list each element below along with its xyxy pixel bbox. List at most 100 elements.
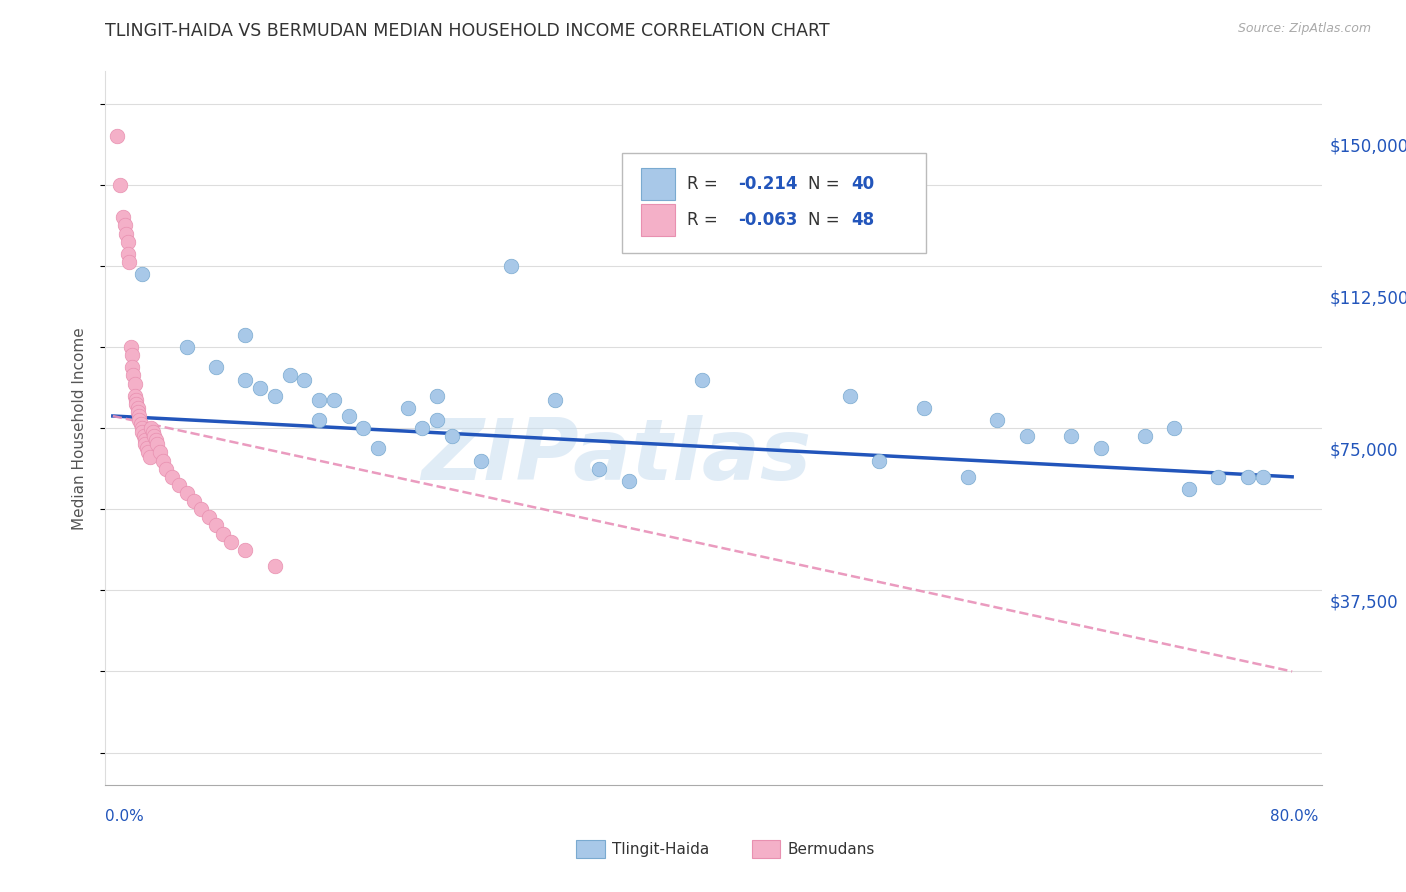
Text: -0.063: -0.063 <box>738 211 797 228</box>
Point <box>128 413 150 427</box>
Point <box>1208 470 1230 484</box>
Point <box>1163 421 1185 435</box>
Point <box>838 389 860 403</box>
Point <box>135 442 157 456</box>
Point <box>138 450 160 464</box>
Point <box>235 327 257 342</box>
Point <box>117 235 139 249</box>
Point <box>205 360 228 375</box>
Point <box>176 340 198 354</box>
Point <box>308 413 330 427</box>
Text: R =: R = <box>686 211 723 228</box>
FancyBboxPatch shape <box>623 153 927 253</box>
Point <box>235 542 257 557</box>
Text: -0.214: -0.214 <box>738 175 797 193</box>
Point <box>121 348 143 362</box>
Point <box>136 445 159 459</box>
Text: 48: 48 <box>851 211 875 228</box>
Point <box>134 434 156 448</box>
Point <box>1178 482 1201 496</box>
Text: Bermudans: Bermudans <box>787 842 875 856</box>
Point <box>134 437 156 451</box>
Point <box>120 340 142 354</box>
Point <box>692 372 714 386</box>
Point <box>115 227 138 241</box>
Point <box>323 392 346 407</box>
Point <box>1251 470 1274 484</box>
Point <box>118 255 141 269</box>
Point <box>367 442 389 456</box>
Point <box>129 417 152 431</box>
Text: 0.0%: 0.0% <box>105 809 145 823</box>
Point <box>142 425 165 440</box>
Text: TLINGIT-HAIDA VS BERMUDAN MEDIAN HOUSEHOLD INCOME CORRELATION CHART: TLINGIT-HAIDA VS BERMUDAN MEDIAN HOUSEHO… <box>105 22 830 40</box>
Point <box>278 368 301 383</box>
Point <box>143 429 166 443</box>
Point <box>114 219 136 233</box>
Point <box>183 494 205 508</box>
Text: Tlingit-Haida: Tlingit-Haida <box>612 842 709 856</box>
Point <box>160 470 183 484</box>
Point <box>249 381 271 395</box>
Text: 40: 40 <box>851 175 875 193</box>
Point <box>176 486 198 500</box>
Point <box>155 461 177 475</box>
Point <box>112 211 135 225</box>
Point <box>117 247 139 261</box>
Point <box>1237 470 1260 484</box>
Point <box>868 453 890 467</box>
Bar <box>641 203 675 235</box>
Point <box>212 526 235 541</box>
Point <box>411 421 433 435</box>
Bar <box>641 168 675 200</box>
Point <box>986 413 1008 427</box>
Point <box>264 559 287 574</box>
Point <box>1133 429 1156 443</box>
Point <box>105 129 128 144</box>
Point <box>294 372 316 386</box>
Point <box>426 413 449 427</box>
Point <box>1090 442 1112 456</box>
Point <box>352 421 374 435</box>
Point <box>308 392 330 407</box>
Point <box>131 421 153 435</box>
Point <box>956 470 979 484</box>
Point <box>128 409 150 423</box>
Point <box>125 392 148 407</box>
Point <box>108 178 131 192</box>
Text: N =: N = <box>808 175 845 193</box>
Point <box>470 453 492 467</box>
Point <box>1015 429 1038 443</box>
Point <box>121 360 143 375</box>
Point <box>426 389 449 403</box>
Point <box>197 510 219 524</box>
Text: N =: N = <box>808 211 845 228</box>
Point <box>264 389 287 403</box>
Point <box>131 425 153 440</box>
Point <box>440 429 463 443</box>
Point <box>149 445 172 459</box>
Point <box>131 267 153 281</box>
Point <box>205 518 228 533</box>
Point <box>219 534 242 549</box>
Point <box>146 437 169 451</box>
Point <box>1060 429 1083 443</box>
Point <box>499 259 522 273</box>
Point <box>122 368 145 383</box>
Point <box>127 401 149 415</box>
Point <box>152 453 174 467</box>
Point <box>544 392 567 407</box>
Point <box>617 474 640 488</box>
Point <box>167 478 190 492</box>
Text: R =: R = <box>686 175 723 193</box>
Point <box>588 461 610 475</box>
Point <box>141 421 163 435</box>
Text: 80.0%: 80.0% <box>1271 809 1319 823</box>
Point <box>145 434 167 448</box>
Y-axis label: Median Household Income: Median Household Income <box>72 326 87 530</box>
Point <box>912 401 935 415</box>
Point <box>235 372 257 386</box>
Point <box>124 389 146 403</box>
Point <box>124 376 146 391</box>
Point <box>125 397 148 411</box>
